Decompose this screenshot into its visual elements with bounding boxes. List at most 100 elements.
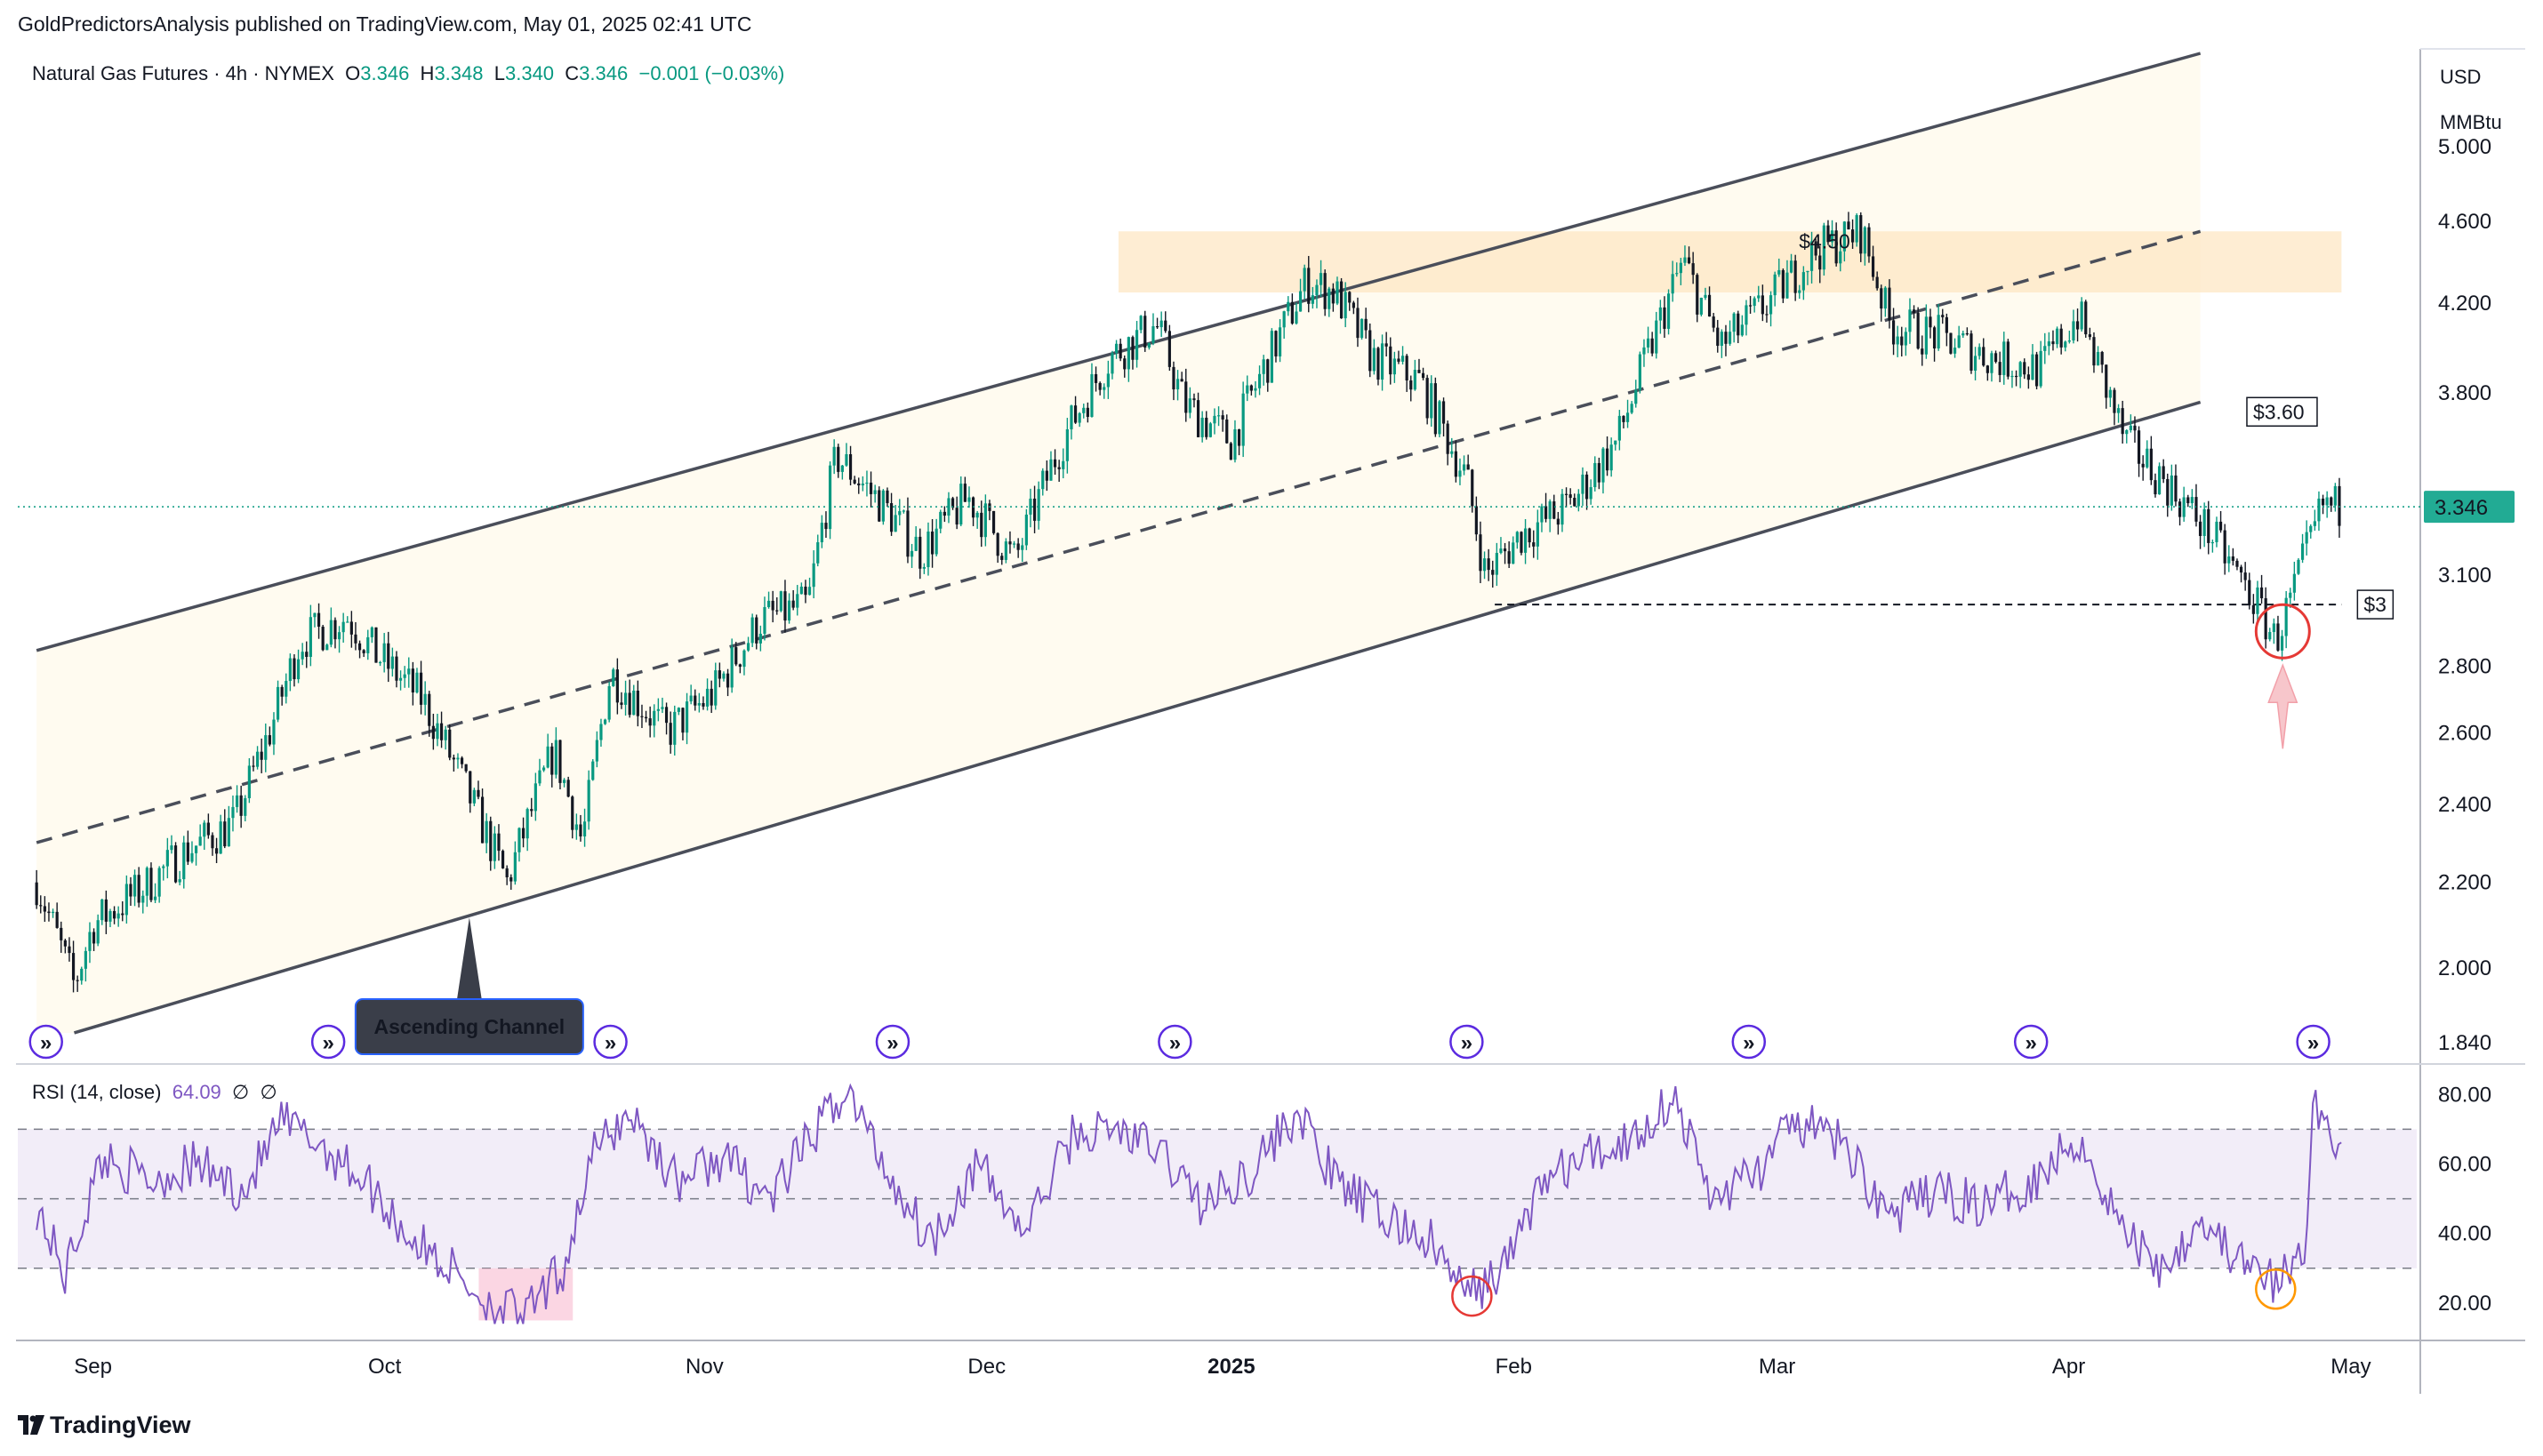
candle-body	[1937, 315, 1940, 348]
candle-body	[235, 795, 239, 807]
candle-body	[1609, 444, 1613, 471]
candle-body	[1287, 301, 1290, 312]
event-marker-glyph: »	[2307, 1031, 2319, 1055]
candle-body	[178, 879, 181, 883]
candle-body	[329, 620, 333, 645]
candle-body	[121, 913, 124, 916]
candle-body	[247, 765, 251, 798]
candle-body	[2210, 541, 2214, 544]
event-marker-icon	[1158, 1024, 1192, 1060]
candle-body	[88, 932, 92, 951]
candle-body	[1745, 305, 1748, 325]
unit-label: MMBtu	[2440, 111, 2502, 133]
candle-body	[1070, 405, 1073, 429]
candle-body	[2198, 521, 2202, 536]
candle-body	[1094, 373, 1098, 383]
symbol-name[interactable]: Natural Gas Futures · 4h · NYMEX	[32, 62, 334, 84]
candle-body	[1503, 548, 1507, 552]
candle-body	[2215, 521, 2218, 542]
candle-body	[848, 453, 853, 480]
candle-body	[1004, 541, 1007, 560]
candle-body	[1699, 297, 1703, 315]
open-label: O	[345, 62, 361, 84]
candle-body	[1221, 415, 1224, 420]
candle-body	[129, 884, 132, 897]
event-marker-icon	[2296, 1024, 2330, 1060]
candle-body	[873, 490, 877, 494]
candle-body	[669, 723, 672, 745]
candle-body	[558, 740, 562, 783]
candle-body	[1785, 272, 1789, 299]
candle-body	[1425, 378, 1429, 419]
candle-body	[1528, 528, 1531, 543]
candle-body	[1985, 365, 1989, 373]
candle-body	[1143, 316, 1147, 348]
candle-body	[2059, 328, 2063, 348]
candle-body	[268, 735, 271, 745]
candle-body	[853, 479, 856, 484]
open-value: 3.346	[360, 62, 410, 84]
candle-body	[1172, 366, 1175, 390]
candle-body	[1687, 257, 1691, 264]
candle-body	[869, 482, 873, 494]
close-label: C	[565, 62, 580, 84]
candle-body	[1016, 543, 1020, 550]
candle-body	[2259, 587, 2264, 599]
candle-body	[1433, 383, 1437, 435]
candle-body	[991, 510, 996, 533]
candle-body	[1658, 307, 1662, 321]
candle-body	[2280, 636, 2284, 651]
resistance-zone	[1118, 231, 2342, 293]
candle-body	[1540, 506, 1544, 523]
candle-body	[927, 532, 930, 567]
candle-body	[419, 672, 423, 705]
candle-body	[894, 515, 897, 532]
candle-body	[975, 512, 979, 518]
candle-body	[366, 636, 370, 653]
candle-body	[722, 673, 726, 679]
candle-body	[579, 824, 582, 836]
candle-body	[1119, 343, 1122, 359]
candle-body	[845, 453, 848, 466]
candle-body	[1266, 359, 1270, 383]
candle-body	[902, 510, 905, 512]
candle-body	[677, 708, 680, 712]
candle-body	[1650, 338, 1654, 354]
candle-body	[1625, 412, 1630, 422]
rsi-line	[36, 1083, 2342, 1324]
rsi-title[interactable]: RSI (14, close)	[32, 1081, 162, 1103]
candle-body	[1883, 287, 1887, 309]
candle-body	[1597, 462, 1600, 483]
candle-body	[1290, 301, 1294, 324]
candle-body	[1932, 327, 1937, 348]
candle-body	[2125, 429, 2129, 435]
candle-body	[1487, 558, 1490, 571]
candle-body	[1441, 401, 1446, 424]
candle-body	[816, 542, 820, 564]
candle-body	[595, 740, 598, 762]
candle-body	[1360, 318, 1364, 339]
candle-body	[252, 765, 255, 767]
candle-body	[1127, 337, 1130, 370]
candle-body	[92, 932, 96, 944]
candle-body	[354, 634, 357, 644]
candle-body	[1777, 269, 1781, 275]
candle-body	[264, 735, 268, 760]
candle-body	[108, 910, 112, 922]
candle-body	[1977, 347, 1981, 356]
candle-body	[387, 643, 390, 669]
candle-body	[889, 503, 894, 532]
candle-body	[301, 652, 304, 660]
candle-body	[1957, 335, 1961, 348]
candle-body	[2186, 497, 2190, 504]
tradingview-brand[interactable]: TradingView	[18, 1412, 191, 1439]
candle-body	[1945, 316, 1948, 333]
candle-body	[1642, 347, 1646, 355]
candle-body	[1671, 274, 1674, 294]
candle-body	[398, 677, 403, 681]
time-tick-label: Dec	[967, 1355, 1006, 1379]
price-tick-label: 2.400	[2438, 793, 2491, 817]
candle-body	[1769, 295, 1773, 315]
candle-body	[76, 980, 79, 981]
